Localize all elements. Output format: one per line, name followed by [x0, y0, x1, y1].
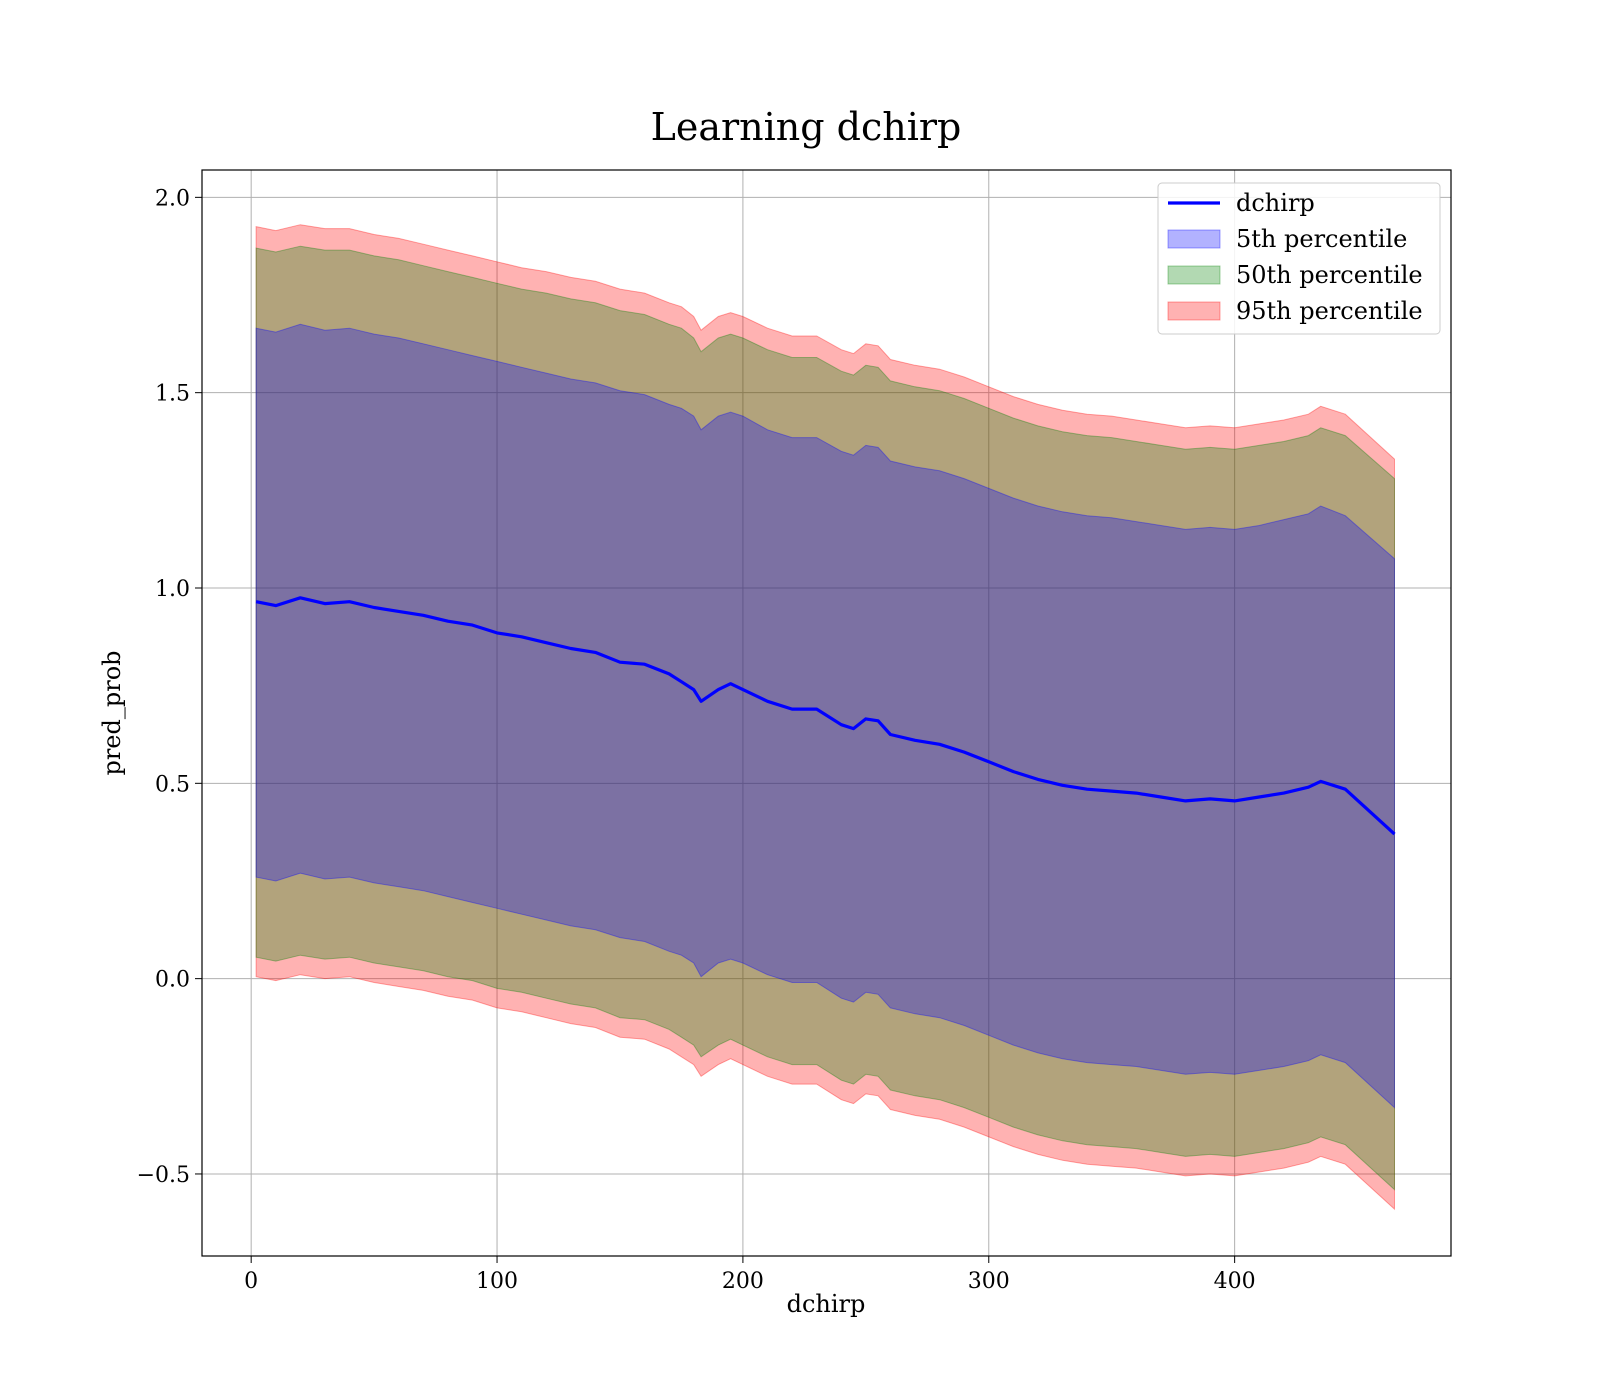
legend: dchirp 5th percentile 50th percentile 95th … — [1157, 182, 1441, 335]
x-tick-label: 300 — [968, 1269, 1010, 1294]
y-tick-label: 1.0 — [155, 577, 190, 602]
legend-label: 50th percentile — [1236, 261, 1423, 289]
x-tick-label: 0 — [244, 1269, 258, 1294]
legend-patch-swatch — [1167, 265, 1221, 285]
x-tick-label: 400 — [1214, 1269, 1256, 1294]
axis-ticks: 0 100 200 300 400 −0.5 0.0 0.5 1.0 1.5 2.0 — [137, 186, 1256, 1294]
plot-frame — [201, 169, 1452, 1257]
legend-label: 95th percentile — [1236, 297, 1423, 325]
x-axis-label: dchirp — [787, 1290, 866, 1318]
legend-box — [1157, 182, 1441, 335]
legend-label: dchirp — [1236, 189, 1315, 217]
legend-label: 5th percentile — [1236, 225, 1407, 253]
legend-patch-swatch — [1167, 301, 1221, 321]
y-tick-label: 1.5 — [155, 382, 190, 407]
x-tick-label: 100 — [476, 1269, 518, 1294]
x-tick-label: 200 — [722, 1269, 764, 1294]
chart-title: Learning dchirp — [651, 105, 962, 149]
50th-percentile-band — [255, 245, 1395, 1191]
y-tick-label: 0.5 — [155, 772, 190, 797]
y-tick-label: −0.5 — [137, 1163, 190, 1188]
series-lines — [255, 596, 1396, 836]
dchirp-line — [255, 596, 1396, 836]
legend-patch-swatch — [1167, 229, 1221, 249]
y-axis-label: pred_prob — [98, 650, 126, 775]
y-tick-label: 2.0 — [155, 186, 190, 211]
y-tick-label: 0.0 — [155, 968, 190, 993]
95th-percentile-band — [255, 224, 1395, 1211]
